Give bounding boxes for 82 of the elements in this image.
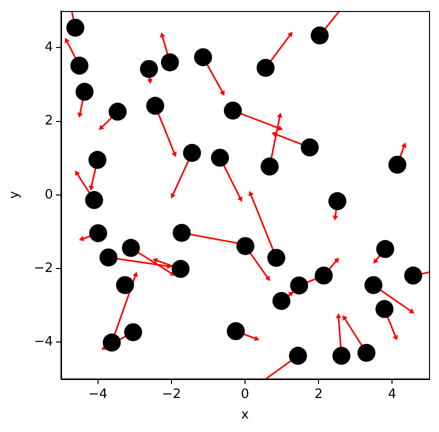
point [89, 224, 108, 242]
point [357, 344, 376, 362]
point [75, 170, 80, 176]
point [290, 276, 308, 294]
point [172, 260, 190, 278]
point [256, 58, 275, 77]
point [194, 48, 212, 66]
y-axis-title: y [7, 190, 22, 199]
point [288, 346, 307, 365]
x-tick-label: 0 [240, 387, 250, 402]
point [300, 138, 319, 156]
point [332, 215, 338, 221]
point [276, 112, 282, 118]
point [314, 266, 333, 285]
point [76, 82, 94, 101]
point [404, 266, 422, 285]
point [328, 192, 346, 210]
y-tick-label: 0 [44, 187, 53, 202]
point [287, 32, 293, 38]
point [364, 276, 382, 294]
point [85, 191, 104, 210]
point [224, 102, 242, 120]
point [272, 292, 290, 310]
y-tick-label: 4 [44, 40, 53, 55]
point [248, 190, 254, 196]
point [98, 124, 104, 130]
point [64, 38, 70, 44]
point [376, 240, 394, 258]
y-tick-label: −2 [34, 260, 53, 276]
x-tick-label: 2 [314, 387, 323, 402]
point [267, 248, 286, 267]
point [408, 308, 414, 314]
point [264, 276, 270, 282]
point [336, 313, 342, 318]
point [160, 32, 166, 38]
point [70, 56, 88, 75]
point [124, 323, 142, 342]
point [288, 292, 294, 297]
point [254, 336, 260, 341]
point [237, 196, 242, 202]
point [140, 60, 158, 78]
x-tick-label: −2 [162, 387, 181, 402]
point [172, 224, 191, 242]
point [277, 125, 283, 131]
point [342, 315, 348, 321]
point [392, 334, 398, 340]
point [310, 26, 329, 44]
point [88, 185, 94, 191]
point [236, 237, 254, 256]
point [108, 102, 127, 121]
point [147, 78, 153, 84]
point [132, 272, 138, 278]
point [210, 148, 229, 167]
point [375, 300, 394, 318]
point [77, 112, 83, 118]
point [183, 144, 202, 162]
point [260, 158, 279, 176]
point [166, 263, 172, 269]
point [401, 142, 406, 148]
x-tick-label: −4 [88, 387, 108, 402]
y-tick-label: 2 [44, 114, 53, 129]
point [373, 258, 378, 264]
point [152, 258, 158, 264]
point [122, 238, 140, 257]
point [160, 53, 179, 72]
point [102, 334, 121, 352]
x-axis-title: x [241, 408, 250, 423]
point [146, 96, 164, 115]
point [66, 18, 84, 37]
point [226, 322, 245, 340]
point [116, 276, 134, 294]
point [388, 156, 406, 174]
point [78, 236, 84, 242]
point [88, 150, 106, 169]
point [99, 248, 118, 266]
point [172, 152, 177, 157]
point [332, 346, 350, 365]
point [170, 193, 176, 199]
point [220, 90, 225, 96]
y-tick-label: −4 [34, 334, 53, 350]
x-tick-label: 4 [388, 387, 396, 402]
point [334, 258, 340, 264]
